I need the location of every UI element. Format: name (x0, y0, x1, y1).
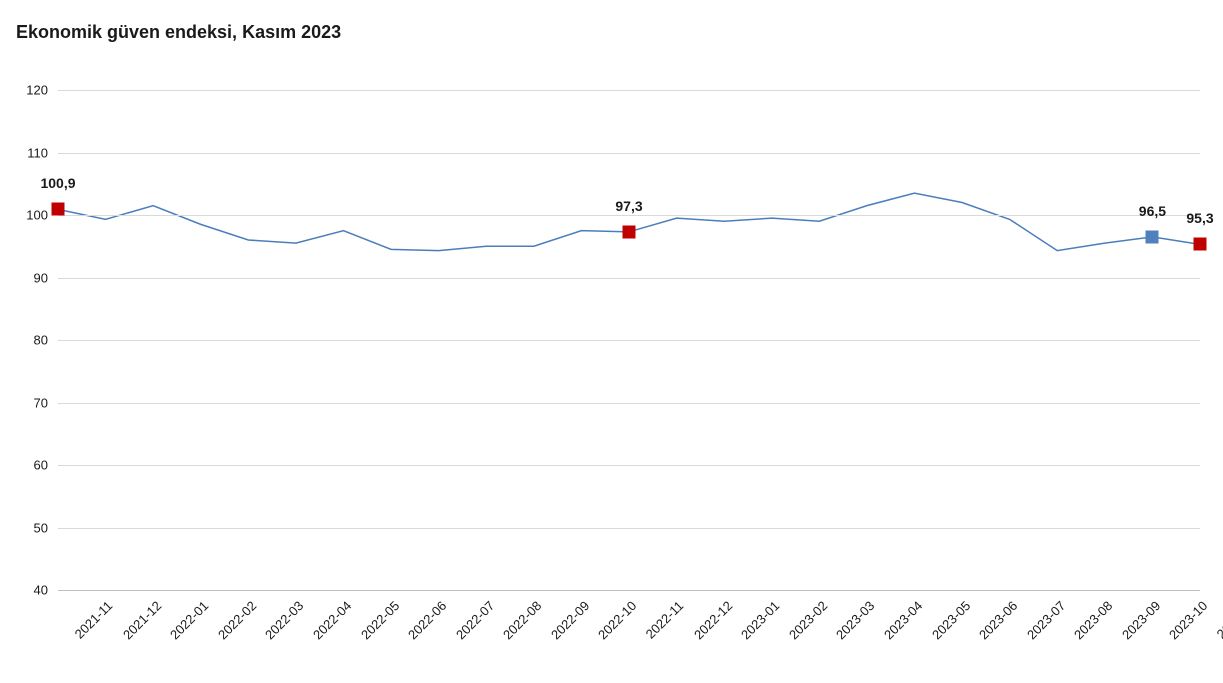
y-gridline (58, 153, 1200, 154)
x-tick-label: 2022-04 (310, 598, 354, 642)
chart-container: Ekonomik güven endeksi, Kasım 2023 40 50 6… (0, 0, 1223, 683)
y-tick-label: 40 (0, 583, 48, 598)
y-gridline (58, 340, 1200, 341)
y-gridline (58, 278, 1200, 279)
x-tick-label: 2023-02 (786, 598, 830, 642)
y-tick-label: 110 (0, 145, 48, 160)
data-label: 97,3 (615, 198, 642, 214)
x-tick-label: 2022-03 (262, 598, 306, 642)
x-tick-label: 2022-08 (500, 598, 544, 642)
x-tick-label: 2023-08 (1071, 598, 1115, 642)
data-marker (1194, 238, 1207, 251)
x-tick-label: 2023-11 (1214, 598, 1223, 642)
data-marker (623, 225, 636, 238)
x-tick-label: 2022-12 (691, 598, 735, 642)
data-marker (1146, 230, 1159, 243)
y-tick-label: 100 (0, 208, 48, 223)
x-tick-label: 2022-02 (215, 598, 259, 642)
x-tick-label: 2023-05 (928, 598, 972, 642)
x-tick-label: 2022-01 (167, 598, 211, 642)
data-marker (52, 203, 65, 216)
chart-title: Ekonomik güven endeksi, Kasım 2023 (16, 22, 341, 43)
y-tick-label: 70 (0, 395, 48, 410)
x-tick-label: 2023-06 (976, 598, 1020, 642)
x-tick-label: 2021-11 (72, 598, 116, 642)
x-tick-label: 2023-10 (1166, 598, 1210, 642)
x-tick-label: 2023-03 (833, 598, 877, 642)
x-tick-label: 2022-06 (405, 598, 449, 642)
x-tick-label: 2023-09 (1119, 598, 1163, 642)
y-gridline (58, 403, 1200, 404)
data-label: 95,3 (1186, 210, 1213, 226)
data-label: 100,9 (40, 175, 75, 191)
x-tick-label: 2023-07 (1024, 598, 1068, 642)
x-axis-line (58, 590, 1200, 591)
x-tick-label: 2022-10 (595, 598, 639, 642)
x-tick-label: 2022-09 (548, 598, 592, 642)
y-tick-label: 120 (0, 83, 48, 98)
y-gridline (58, 465, 1200, 466)
x-tick-label: 2022-07 (453, 598, 497, 642)
y-gridline (58, 528, 1200, 529)
x-tick-label: 2022-05 (357, 598, 401, 642)
x-tick-label: 2023-04 (881, 598, 925, 642)
data-label: 96,5 (1139, 203, 1166, 219)
y-tick-label: 90 (0, 270, 48, 285)
x-tick-label: 2022-11 (643, 598, 687, 642)
y-tick-label: 50 (0, 520, 48, 535)
y-tick-label: 80 (0, 333, 48, 348)
x-tick-label: 2023-01 (738, 598, 782, 642)
y-tick-label: 60 (0, 458, 48, 473)
x-tick-label: 2021-12 (120, 598, 164, 642)
y-gridline (58, 215, 1200, 216)
y-gridline (58, 90, 1200, 91)
